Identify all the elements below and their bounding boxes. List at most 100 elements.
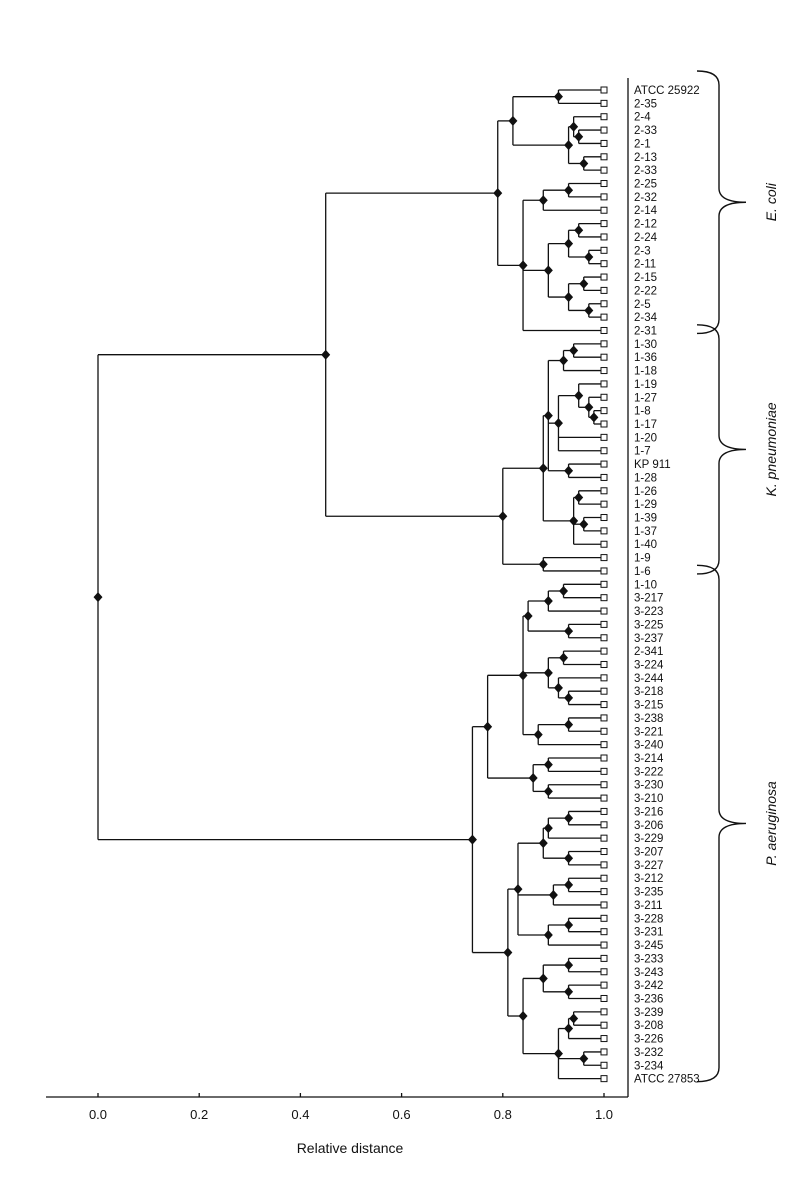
group-label: P. aeruginosa [763,781,779,866]
node-marker [508,115,518,126]
leaf-marker [600,527,608,535]
leaf-marker [600,340,608,348]
node-marker [569,515,579,526]
node-marker [543,759,553,770]
node-marker [564,292,574,303]
nodes [93,91,599,1064]
leaf-marker [600,741,608,749]
node-marker [483,721,493,732]
node-marker [538,559,548,570]
leaf-label: 3-215 [634,700,663,712]
leaf-marker [600,727,608,735]
leaf-label: 2-13 [634,152,657,164]
node-marker [518,1011,528,1022]
x-axis-title: Relative distance [297,1140,404,1156]
leaf-marker [600,313,608,321]
leaf-label: 1-20 [634,432,657,444]
leaf-label: 3-210 [634,793,663,805]
leaf-marker [600,874,608,882]
leaf-marker [600,1048,608,1056]
leaf-marker [600,447,608,455]
leaf-marker [600,220,608,228]
node-marker [584,305,594,316]
x-tick-label: 0.2 [190,1107,208,1122]
node-marker [564,626,574,637]
leaf-marker [600,580,608,588]
node-marker [518,260,528,271]
leaf-marker [600,754,608,762]
node-marker [543,667,553,678]
node-marker [564,719,574,730]
node-marker [538,973,548,984]
node-marker [553,91,563,102]
x-tick-label: 0.0 [89,1107,107,1122]
node-marker [543,930,553,941]
leaf-label: 3-223 [634,606,663,618]
node-marker [553,682,563,693]
leaf-marker [600,353,608,361]
group-bracket [696,324,747,575]
node-marker [589,412,599,423]
leaf-marker [600,807,608,815]
leaf-label: 3-236 [634,993,663,1005]
leaf-marker [600,166,608,174]
node-marker [574,225,584,236]
leaf-marker [600,380,608,388]
leaf-label: 2-341 [634,646,663,658]
leaf-label: 3-242 [634,980,663,992]
leaves: ATCC 259222-352-42-332-12-132-332-252-32… [600,85,700,1086]
node-marker [579,158,589,169]
leaf-marker [600,848,608,856]
leaf-label: 3-211 [634,900,663,912]
leaf-label: 3-221 [634,726,663,738]
leaf-marker [600,540,608,548]
leaf-marker [600,433,608,441]
leaf-label: 3-234 [634,1060,664,1072]
leaf-marker [600,514,608,522]
leaf-label: 1-40 [634,539,657,551]
leaf-label: 1-17 [634,419,657,431]
group-bracket [696,564,747,1083]
leaf-label: 1-6 [634,566,651,578]
leaf-label: 2-22 [634,285,657,297]
leaf-label: 3-206 [634,820,663,832]
leaf-label: 3-231 [634,927,663,939]
node-marker [553,1048,563,1059]
leaf-label: 3-232 [634,1047,663,1059]
leaf-marker [600,981,608,989]
node-marker [559,355,569,366]
leaf-marker [600,554,608,562]
leaf-label: 3-212 [634,873,663,885]
leaf-label: 2-25 [634,179,657,191]
leaf-marker [600,367,608,375]
leaf-label: 2-35 [634,98,657,110]
leaf-label: 3-243 [634,967,663,979]
leaf-label: 3-238 [634,713,663,725]
leaf-label: 2-14 [634,205,658,217]
leaf-marker [600,1061,608,1069]
leaf-label: 3-230 [634,780,663,792]
leaf-label: 3-217 [634,593,663,605]
node-marker [321,349,331,360]
leaf-marker [600,620,608,628]
leaf-label: 1-10 [634,579,657,591]
leaf-label: 3-226 [634,1034,663,1046]
leaf-label: 1-27 [634,392,657,404]
leaf-marker [600,821,608,829]
leaf-label: 1-39 [634,513,657,525]
node-marker [518,670,528,681]
leaf-label: 1-19 [634,379,657,391]
node-marker [543,410,553,421]
leaf-marker [600,300,608,308]
node-marker [574,492,584,503]
node-marker [574,131,584,142]
node-marker [579,1053,589,1064]
branches [97,89,604,1080]
leaf-label: 3-224 [634,659,664,671]
leaf-marker [600,914,608,922]
leaf-label: 2-5 [634,299,651,311]
leaf-label: 1-29 [634,499,657,511]
leaf-marker [600,941,608,949]
node-marker [584,402,594,413]
leaf-marker [600,1035,608,1043]
